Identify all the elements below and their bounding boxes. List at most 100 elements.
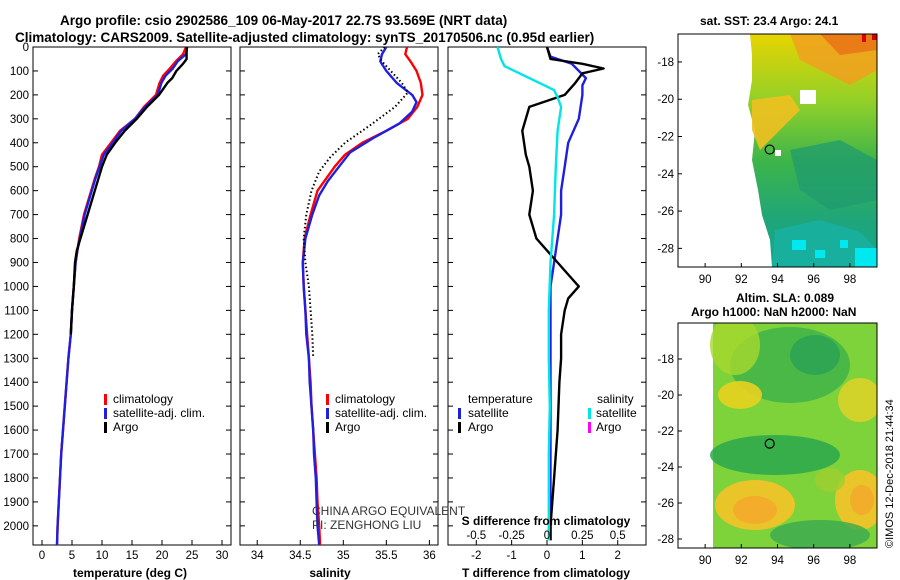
s-diff-tick-label: -0.5 [466,530,486,542]
x-tick-label: 1 [579,550,585,562]
depth-tick-label: 1000 [3,281,29,293]
difference-x-ticks: -2 -1 0 1 2 -0.5 -0.25 0 0.25 0.5 [466,530,625,562]
imos-credit: ©IMOS 12-Dec-2018 21:44:34 [884,399,896,548]
sst-map-title: sat. SST: 23.4 Argo: 24.1 [700,14,839,28]
x-tick-label: 10 [96,550,109,562]
x-tick-label: 2 [615,550,621,562]
legend-swatch-t-satellite [458,408,461,419]
sla-map-title-1: Altim. SLA: 0.089 [736,291,834,305]
legend-label-s-argo: Argo [596,420,622,434]
x-tick-label: 15 [126,550,139,562]
series-line-satellite-adj-clim- [301,47,418,545]
depth-tick-label: 1200 [3,329,29,341]
difference-panel-frame [447,46,647,546]
sla-map [678,323,877,548]
legend-label-s-satellite: satellite [596,406,637,420]
series-line-argo [302,47,409,359]
legend-swatch-climatology [104,394,107,405]
legend-label-argo: Argo [335,420,361,434]
x-tick-label: 0 [544,550,550,562]
sst-map-ticks: 90 92 94 96 98 -18 -20 -22 -24 -26 -28 [657,57,856,286]
depth-tick-label: 1800 [3,473,29,485]
salinity-legend: climatology satellite-adj. clim. Argo CH… [312,392,466,532]
depth-tick-label: 2000 [3,521,29,533]
legend-label-t-argo: Argo [468,420,494,434]
temperature-legend: climatology satellite-adj. clim. Argo [104,392,205,434]
series-line-climatology [55,47,188,545]
legend-label-argo: Argo [113,420,139,434]
t-difference-axis-label: T difference from climatology [462,566,630,580]
s-diff-tick-label: -0.25 [499,530,525,542]
legend-swatch-climatology [326,394,329,405]
argo-position-marker [764,438,775,449]
depth-tick-label: 1500 [3,401,29,413]
depth-tick-label: 900 [10,257,29,269]
legend-label-climatology: climatology [113,392,173,406]
x-tick-label: 35.5 [375,550,397,562]
depth-axis: 0 100 200 300 400 500 600 700 800 900 1000 1100 1200… [3,42,646,533]
lat-tick-label: -28 [657,534,674,546]
x-tick-label: 34.5 [289,550,311,562]
lat-tick-label: -18 [657,57,674,69]
lat-tick-label: -26 [657,498,674,510]
depth-tick-label: 1600 [3,425,29,437]
lon-tick-label: 94 [771,555,784,567]
legend-title-temperature: temperature [468,392,533,406]
lat-tick-label: -22 [657,132,674,144]
series-line-climatology [301,47,424,545]
salinity-panel-frame [239,46,439,546]
legend-swatch-s-argo [588,422,591,433]
x-tick-label: -2 [471,550,481,562]
temperature-plot [55,47,189,545]
difference-legend: temperature satellite Argo salinity sate… [458,392,637,434]
x-tick-label: -1 [507,550,517,562]
lon-tick-label: 96 [807,274,820,286]
lon-tick-label: 98 [843,274,856,286]
salinity-axis-label: salinity [309,566,351,580]
title-line-1: Argo profile: csio 2902586_109 06-May-20… [60,13,507,28]
legend-swatch-satellite [326,408,329,419]
depth-tick-label: 0 [23,42,29,54]
lon-tick-label: 92 [735,555,748,567]
series-line-t-argo [521,47,605,541]
sst-map [678,34,877,267]
lat-tick-label: -20 [657,94,674,106]
lat-tick-label: -20 [657,390,674,402]
x-tick-label: 0 [39,550,45,562]
x-tick-label: 30 [216,550,229,562]
lat-tick-label: -24 [657,169,674,181]
sla-map-title-2: Argo h1000: NaN h2000: NaN [691,305,856,319]
series-line-argo [69,47,188,335]
pi-annotation: PI: ZENGHONG LIU [312,518,421,532]
sla-map-ticks: 90 92 94 96 98 -18 -20 -22 -24 -26 -28 [657,354,856,567]
s-diff-tick-label: 0.5 [610,530,626,542]
argo-position-marker [764,144,775,155]
legend-label-climatology: climatology [335,392,395,406]
legend-label-satellite: satellite-adj. clim. [113,406,205,420]
legend-label-t-satellite: satellite [468,406,509,420]
legend-swatch-argo [326,422,329,433]
series-line-s-satellite [496,47,563,541]
depth-tick-label: 400 [10,138,29,150]
depth-tick-label: 500 [10,162,29,174]
difference-plot [496,47,605,541]
series-line-t-satellite [545,47,588,541]
x-tick-label: 35 [337,550,350,562]
title-line-2: Climatology: CARS2009. Satellite-adjuste… [15,30,594,45]
institution-annotation: CHINA ARGO EQUIVALENT [312,504,466,518]
depth-tick-label: 200 [10,90,29,102]
lat-tick-label: -18 [657,354,674,366]
s-diff-tick-label: 0 [544,530,550,542]
depth-tick-label: 1100 [4,305,29,317]
depth-tick-label: 100 [10,66,29,78]
depth-tick-label: 1300 [3,353,29,365]
depth-tick-label: 300 [10,114,29,126]
depth-tick-label: 1700 [3,449,29,461]
s-difference-axis-label: S difference from climatology [462,514,631,528]
lat-tick-label: -26 [657,206,674,218]
temperature-x-ticks: 0 5 10 15 20 25 30 [39,540,229,562]
series-line-satellite-adj-clim- [55,47,189,545]
lon-tick-label: 96 [807,555,820,567]
legend-swatch-s-satellite [588,408,591,419]
